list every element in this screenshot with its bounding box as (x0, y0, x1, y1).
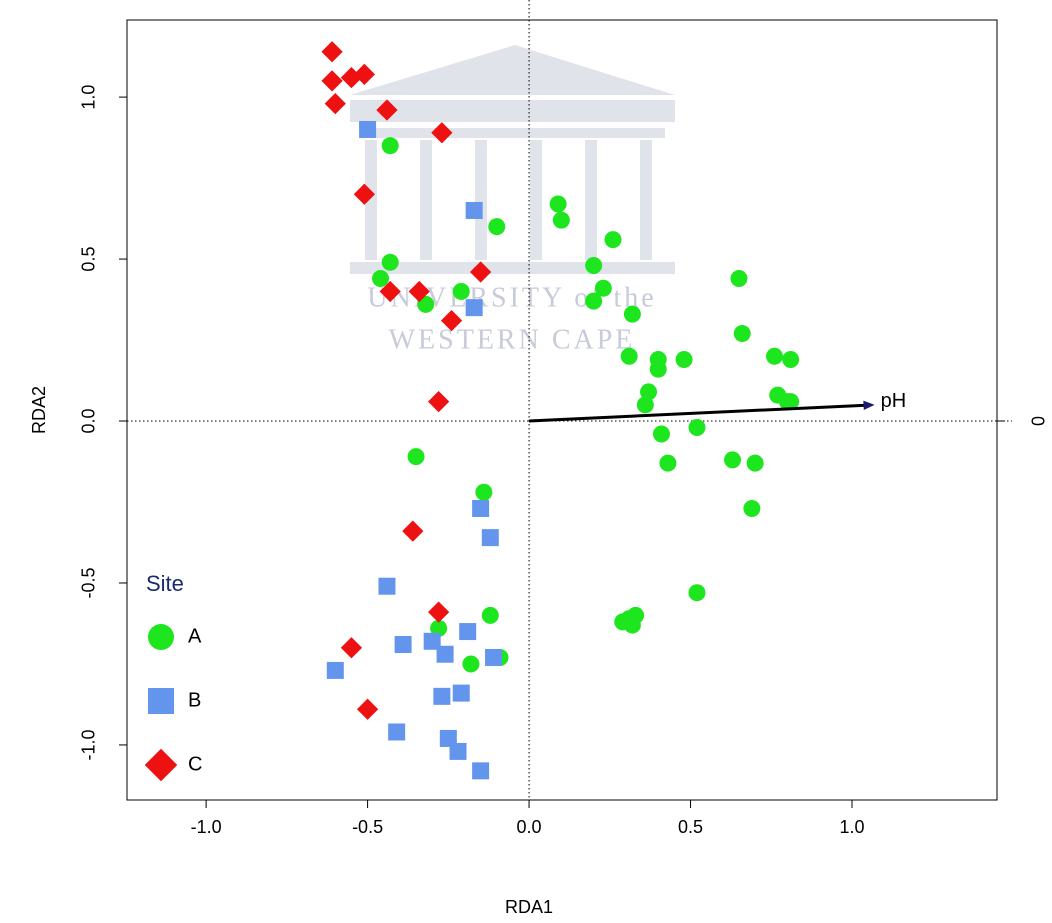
point (453, 283, 470, 300)
point (553, 212, 570, 229)
point (734, 325, 751, 342)
point (782, 351, 799, 368)
chart: UNIVERSITY of the WESTERN CAPE RDA1 RDA2… (0, 0, 1052, 923)
watermark-line: UNIVERSITY of the (367, 282, 656, 313)
point (724, 451, 741, 468)
point (382, 137, 399, 154)
y-tick-label: 0.5 (79, 247, 99, 272)
point (747, 455, 764, 472)
point (382, 254, 399, 271)
point (585, 293, 602, 310)
point (395, 636, 412, 653)
background (0, 0, 1052, 923)
watermark-line: WESTERN CAPE (389, 324, 636, 355)
point (488, 218, 505, 235)
point (676, 351, 693, 368)
point (472, 762, 489, 779)
point (730, 270, 747, 287)
legend-swatch (148, 688, 174, 714)
x-axis-label: RDA1 (505, 897, 553, 917)
point (659, 455, 676, 472)
point (650, 361, 667, 378)
point (485, 649, 502, 666)
arrow-label: pH (881, 390, 907, 412)
point (624, 306, 641, 323)
point (378, 578, 395, 595)
y-tick-label: 1.0 (79, 85, 99, 110)
point (466, 202, 483, 219)
point (621, 348, 638, 365)
point (688, 419, 705, 436)
point (653, 425, 670, 442)
point (475, 484, 492, 501)
legend-label: C (188, 753, 202, 775)
point (766, 348, 783, 365)
point (688, 584, 705, 601)
legend-title: Site (146, 571, 184, 596)
x-tick-label: -1.0 (191, 817, 222, 837)
point (372, 270, 389, 287)
point (585, 257, 602, 274)
point (482, 529, 499, 546)
point (359, 121, 376, 138)
y-tick-label: -0.5 (79, 567, 99, 598)
x-tick-label: 0.5 (678, 817, 703, 837)
point (459, 623, 476, 640)
point (462, 655, 479, 672)
point (433, 688, 450, 705)
point (466, 299, 483, 316)
x-tick-label: 1.0 (839, 817, 864, 837)
y-tick-label: -1.0 (79, 729, 99, 760)
x-tick-label: -0.5 (352, 817, 383, 837)
x-tick-label: 0.0 (517, 817, 542, 837)
point (482, 607, 499, 624)
point (743, 500, 760, 517)
legend-swatch (148, 624, 174, 650)
legend-label: A (188, 625, 202, 647)
legend-label: B (188, 689, 201, 711)
point (388, 723, 405, 740)
point (624, 617, 641, 634)
y-tick-label: 0.0 (79, 408, 99, 433)
point (637, 396, 654, 413)
point (453, 685, 470, 702)
point (550, 195, 567, 212)
y-axis-label: RDA2 (29, 386, 49, 434)
y2-tick-label: 0 (1029, 416, 1049, 426)
point (408, 448, 425, 465)
point (472, 500, 489, 517)
point (450, 743, 467, 760)
point (437, 646, 454, 663)
point (605, 231, 622, 248)
point (327, 662, 344, 679)
